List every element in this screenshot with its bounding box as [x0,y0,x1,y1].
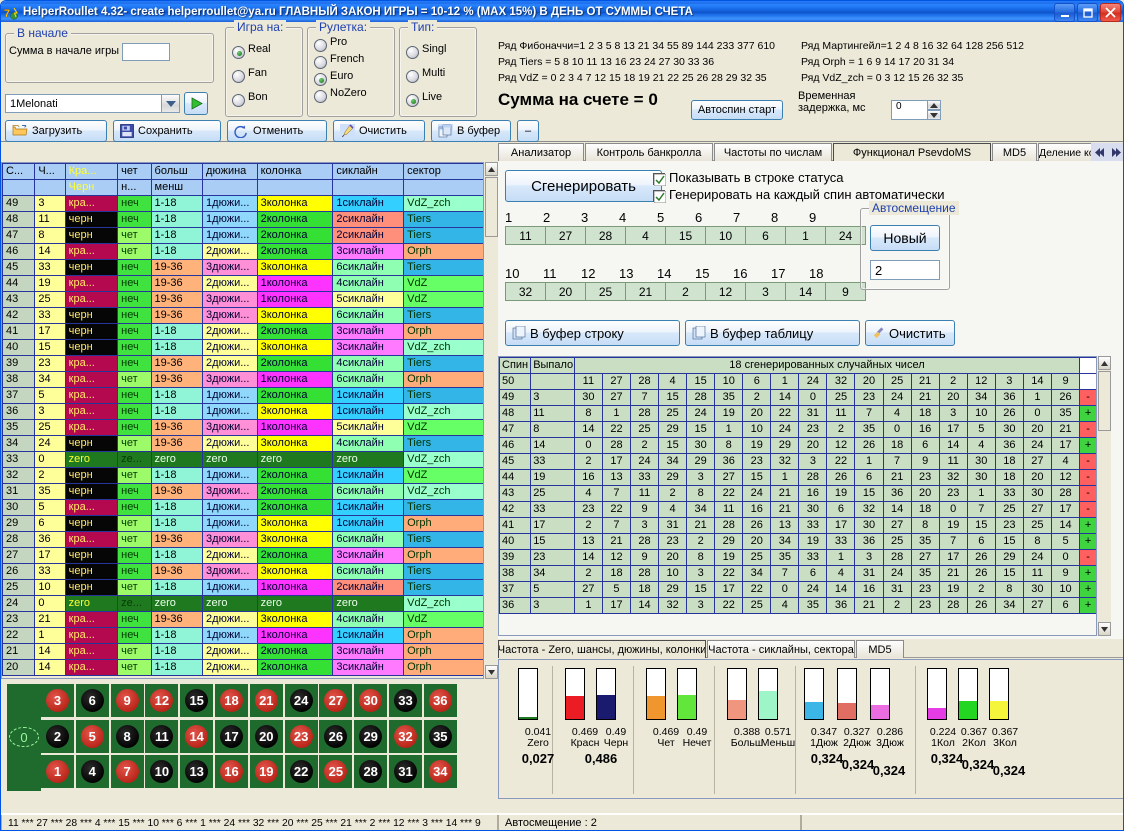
svg-text:7: 7 [4,8,10,20]
